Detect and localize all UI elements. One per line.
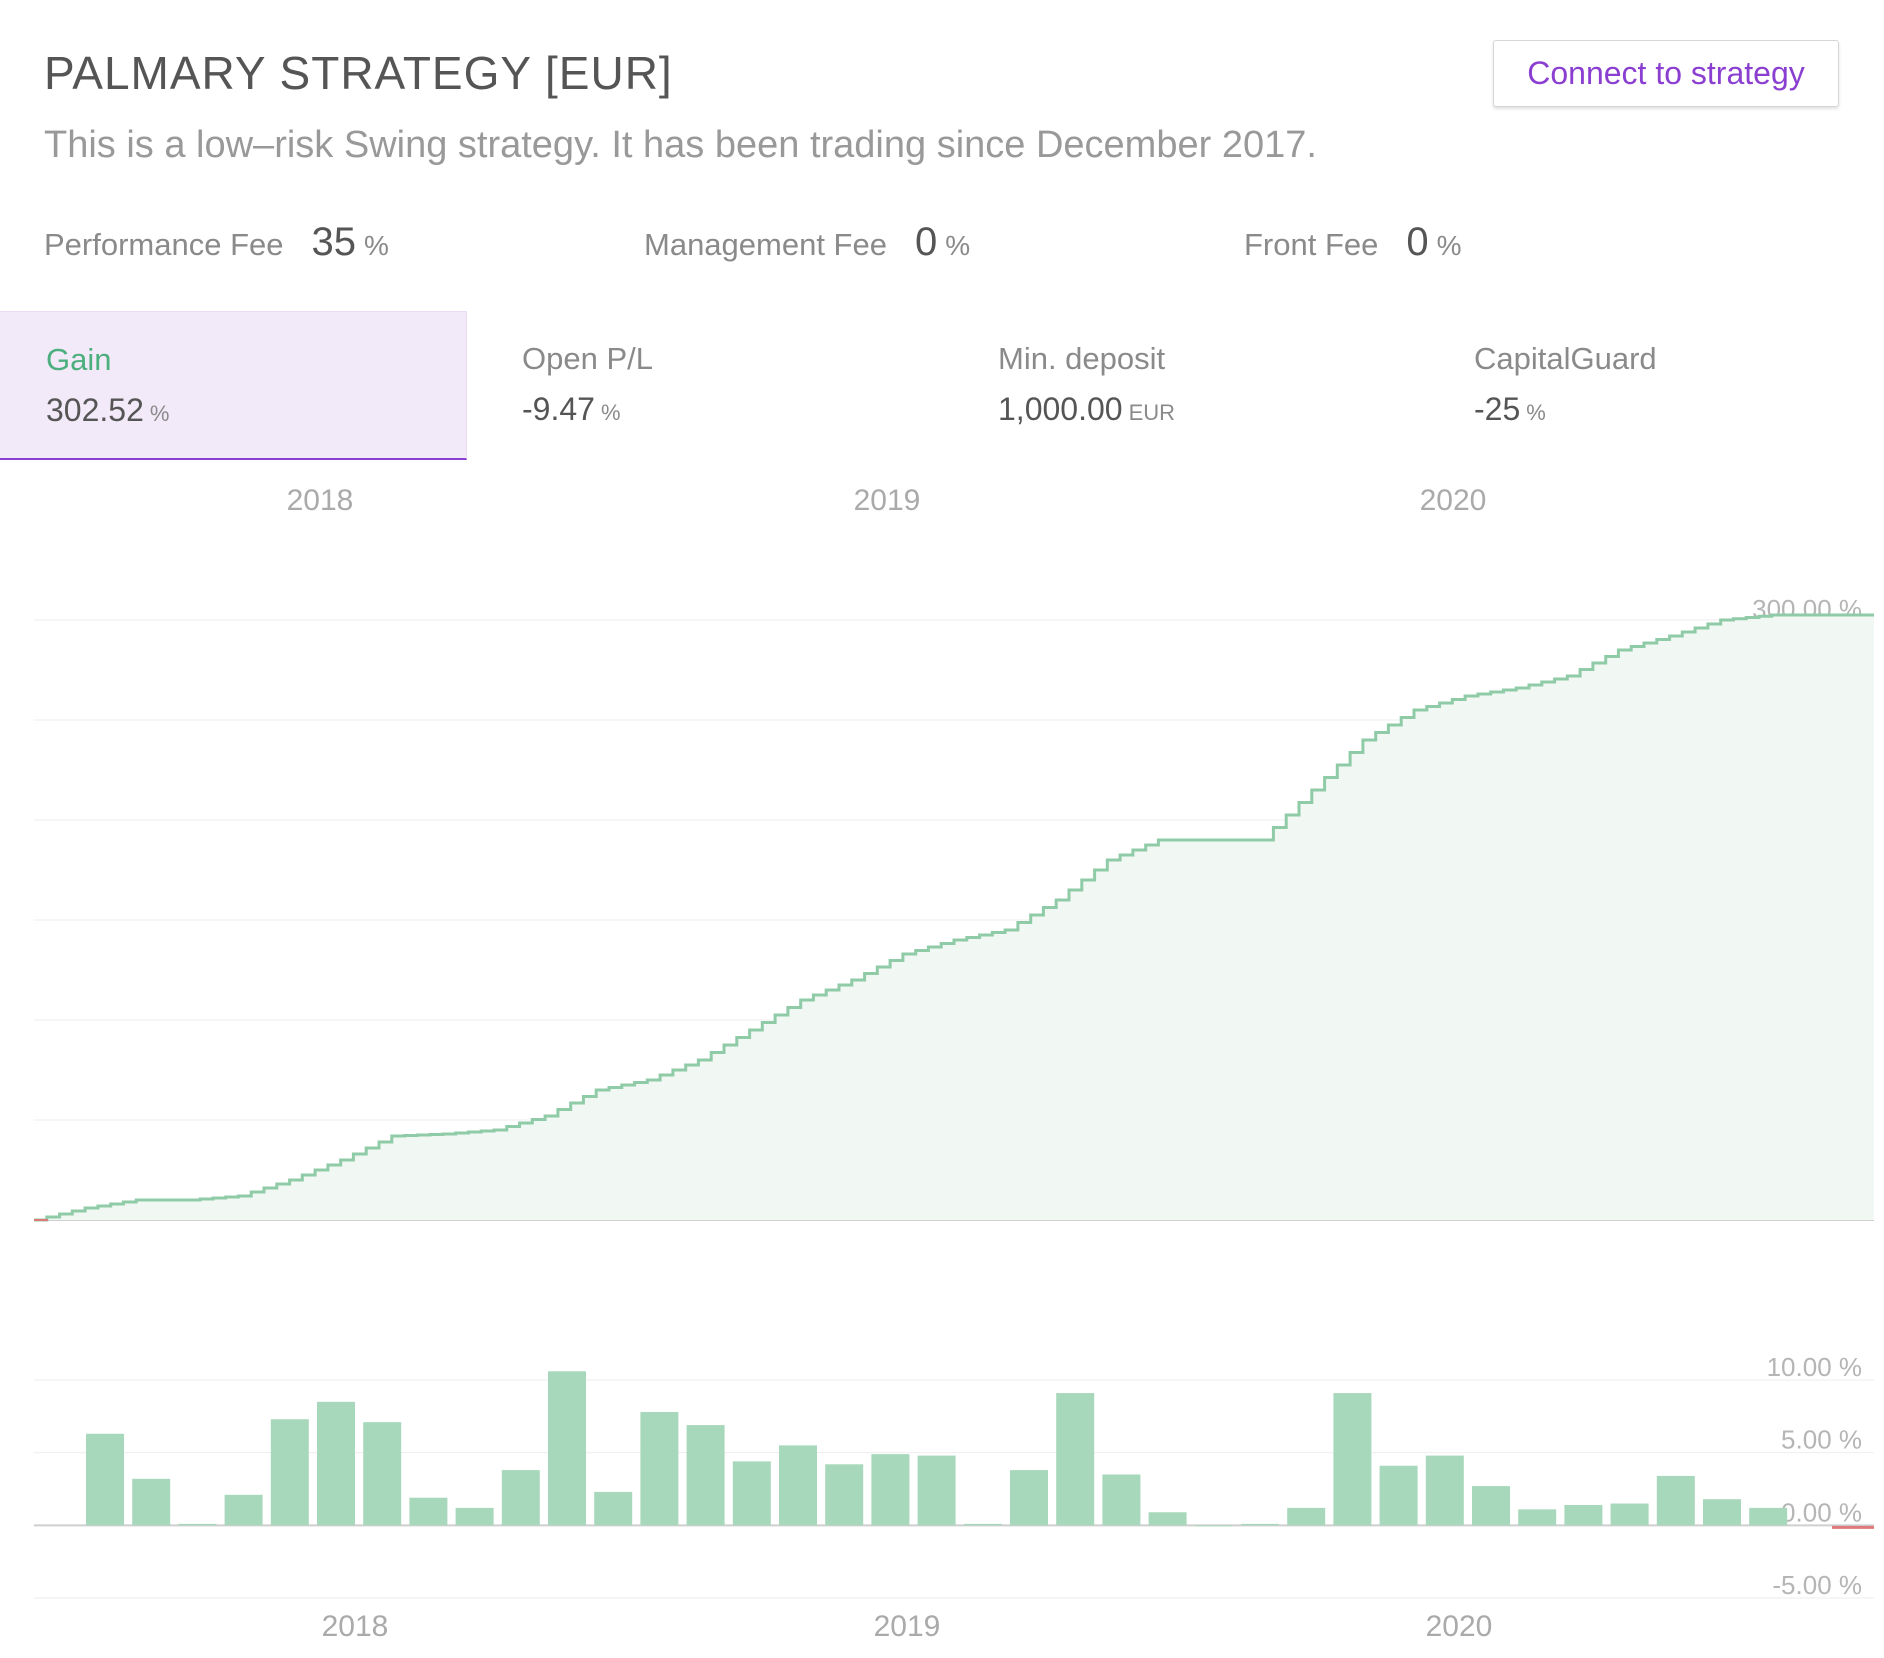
monthly-gain-bar — [1194, 1525, 1233, 1527]
stat-label: Min. deposit — [998, 341, 1166, 376]
x-tick-label-top: 2019 — [854, 484, 921, 517]
front-fee: Front Fee 0 % — [1244, 220, 1462, 265]
stat-value: 1,000.00 EUR — [998, 391, 1175, 428]
monthly-gain-bar — [548, 1371, 586, 1526]
monthly-gain-bar — [1241, 1523, 1279, 1526]
monthly-gain-bar — [1472, 1486, 1510, 1526]
management-fee: Management Fee 0 % — [644, 220, 970, 265]
monthly-gain-bar — [1425, 1455, 1464, 1526]
stat-number: -9.47 — [522, 391, 595, 427]
stat-label: CapitalGuard — [1474, 341, 1657, 376]
fee-label: Management Fee — [644, 227, 887, 262]
monthly-gain-bar — [917, 1455, 956, 1526]
monthly-gain-bar — [779, 1445, 817, 1526]
monthly-gain-bar — [1749, 1507, 1788, 1526]
monthly-gain-bar — [640, 1411, 679, 1526]
monthly-gain-bar — [1610, 1503, 1649, 1526]
stat-number: 302.52 — [46, 392, 144, 428]
page-title: PALMARY STRATEGY [EUR] — [44, 47, 673, 99]
monthly-gain-bar — [224, 1494, 263, 1526]
monthly-gain-bar — [594, 1491, 633, 1526]
fee-value: 0 — [914, 220, 938, 264]
monthly-gain-bar — [1102, 1474, 1141, 1526]
stat-value: -25% — [1474, 391, 1546, 428]
monthly-gain-bar-chart: 10.00 % 5.00 % 0.00 % -5.00 % 2018 2019 2020 — [34, 1352, 1874, 1640]
monthly-gain-bar — [1656, 1475, 1695, 1526]
monthly-gain-bar — [86, 1433, 124, 1526]
fee-value: 0 — [1406, 220, 1429, 264]
tab-min-deposit[interactable]: Min. deposit 1,000.00 EUR — [952, 311, 1418, 457]
monthly-gain-bar — [732, 1461, 771, 1526]
fee-unit: % — [364, 230, 389, 261]
stat-value: -9.47% — [522, 391, 621, 428]
y-tick-label: 5.00 % — [1781, 1425, 1862, 1455]
monthly-gain-bar — [1564, 1504, 1603, 1526]
y-tick-label: 10.00 % — [1767, 1352, 1862, 1382]
monthly-gain-bar — [317, 1401, 355, 1526]
x-tick-label-bottom: 2018 — [322, 1610, 389, 1640]
y-tick-label: -5.00 % — [1772, 1570, 1862, 1600]
x-tick-label-top: 2018 — [287, 484, 354, 517]
stat-label: Gain — [46, 342, 112, 377]
page-subtitle: This is a low–risk Swing strategy. It ha… — [44, 124, 1317, 166]
stat-unit: % — [149, 401, 170, 426]
tab-gain[interactable]: Gain 302.52% — [0, 311, 467, 460]
stats-tabs: Gain 302.52% Open P/L -9.47% Min. deposi… — [0, 311, 1884, 460]
monthly-gain-bar — [1379, 1465, 1418, 1526]
gain-chart: 2018201920200.00 %50.00 %100.00 %150.00 … — [33, 484, 1875, 1224]
tab-capitalguard[interactable]: CapitalGuard -25% — [1428, 311, 1884, 457]
x-tick-label-top: 2020 — [1420, 484, 1487, 517]
monthly-gain-bar — [1703, 1499, 1741, 1526]
fee-value: 35 — [311, 220, 357, 264]
monthly-gain-bar — [1287, 1507, 1326, 1526]
monthly-gain-bar — [178, 1523, 217, 1526]
stat-label: Open P/L — [522, 341, 653, 376]
monthly-gain-bar — [270, 1419, 309, 1526]
gain-area — [34, 615, 1874, 1220]
connect-to-strategy-button[interactable]: Connect to strategy — [1493, 40, 1839, 107]
x-tick-label-bottom: 2020 — [1426, 1610, 1493, 1640]
monthly-gain-bar — [871, 1454, 910, 1526]
x-tick-label-bottom: 2019 — [874, 1610, 941, 1640]
stat-number: 1,000.00 — [998, 391, 1123, 427]
monthly-gain-bar — [963, 1523, 1002, 1526]
monthly-gain-bar — [363, 1422, 402, 1526]
stat-unit: % — [600, 400, 621, 425]
monthly-gain-bar — [132, 1478, 171, 1526]
stat-value: 302.52% — [46, 392, 169, 429]
monthly-gain-bar — [686, 1425, 725, 1526]
performance-fee: Performance Fee 35 % — [44, 220, 389, 265]
fee-unit: % — [945, 230, 971, 261]
monthly-gain-bar — [825, 1464, 864, 1526]
fee-label: Performance Fee — [44, 227, 284, 262]
monthly-gain-bar — [455, 1507, 494, 1526]
monthly-gain-bar — [1148, 1512, 1187, 1526]
y-tick-label: 0.00 % — [1781, 1497, 1862, 1527]
fee-label: Front Fee — [1244, 227, 1379, 262]
monthly-gain-bar — [409, 1497, 448, 1526]
gain-line — [34, 613, 1874, 1222]
stat-number: -25 — [1474, 391, 1521, 427]
monthly-gain-bar — [1056, 1393, 1095, 1526]
monthly-gain-bar — [1333, 1393, 1372, 1526]
monthly-gain-bar — [1518, 1509, 1557, 1526]
monthly-gain-bar — [501, 1470, 540, 1526]
monthly-gain-bar — [1010, 1470, 1048, 1526]
fee-unit: % — [1436, 230, 1462, 261]
stat-unit: EUR — [1128, 400, 1176, 425]
stat-unit: % — [1526, 400, 1546, 425]
tab-open-pl[interactable]: Open P/L -9.47% — [476, 311, 942, 457]
